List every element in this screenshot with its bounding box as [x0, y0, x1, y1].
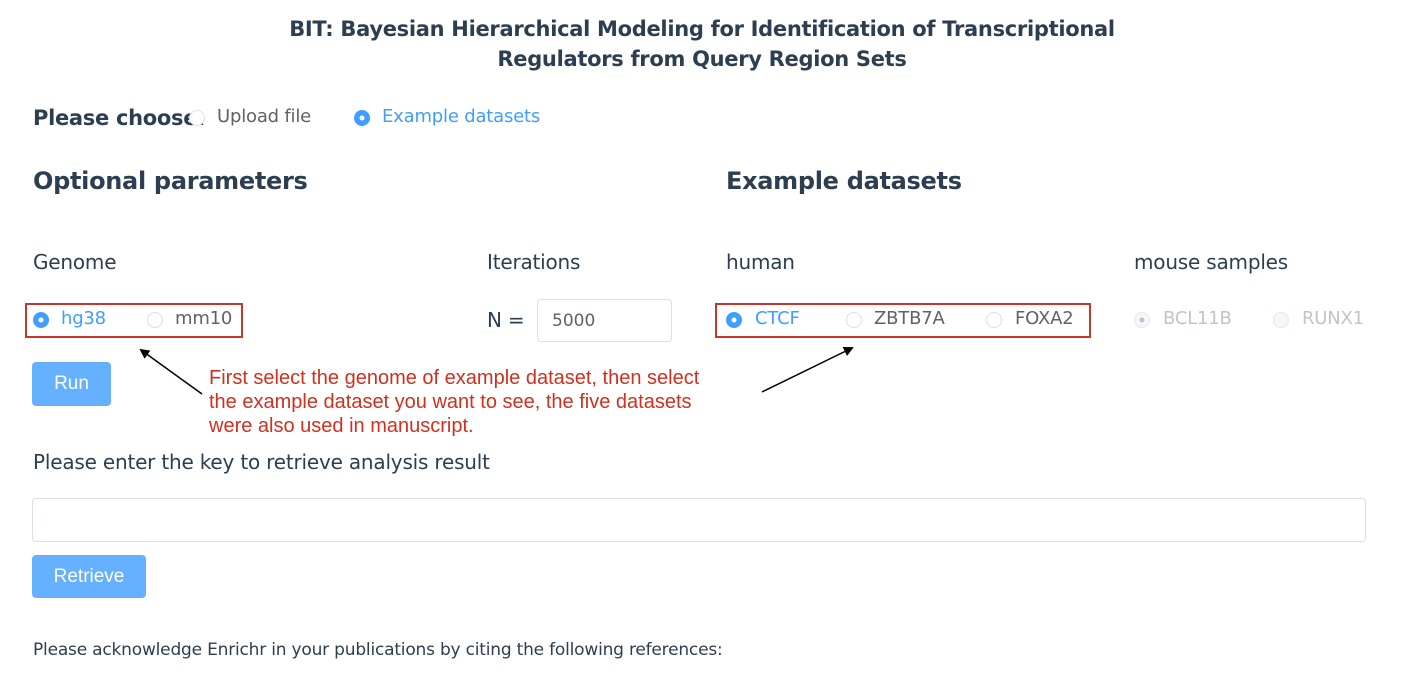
- example-datasets-heading: Example datasets: [726, 167, 962, 195]
- arrow-to-human-datasets: [761, 347, 854, 393]
- annotation-line-2: the example dataset you want to see, the…: [209, 391, 692, 413]
- iterations-label: Iterations: [487, 250, 581, 274]
- human-zbtb7a-label[interactable]: ZBTB7A: [874, 308, 945, 329]
- genome-label: Genome: [33, 250, 117, 274]
- genome-mm10-label[interactable]: mm10: [175, 308, 233, 329]
- page-title: BIT: Bayesian Hierarchical Modeling for …: [0, 14, 1404, 74]
- annotation-line-3: were also used in manuscript.: [209, 415, 474, 437]
- optional-parameters-heading: Optional parameters: [33, 167, 308, 195]
- choose-label: Please choose:: [33, 106, 206, 130]
- mouse-runx1-label[interactable]: RUNX1: [1302, 308, 1364, 329]
- retrieve-key-input[interactable]: [32, 498, 1366, 542]
- iterations-prefix: N =: [487, 308, 525, 332]
- mouse-runx1-radio[interactable]: [1273, 312, 1289, 328]
- genome-hg38-label[interactable]: hg38: [61, 308, 106, 329]
- acknowledge-text: Please acknowledge Enrichr in your publi…: [33, 640, 723, 660]
- genome-highlight-box: [25, 303, 243, 338]
- genome-hg38-radio[interactable]: [33, 312, 49, 328]
- page-title-line-2: Regulators from Query Region Sets: [497, 47, 907, 71]
- mouse-bcl11b-radio[interactable]: [1134, 312, 1150, 328]
- iterations-input[interactable]: [537, 299, 672, 342]
- human-zbtb7a-radio[interactable]: [846, 312, 862, 328]
- human-foxa2-radio[interactable]: [986, 312, 1002, 328]
- human-label: human: [726, 250, 795, 274]
- mouse-bcl11b-label[interactable]: BCL11B: [1163, 308, 1232, 329]
- retrieve-key-label: Please enter the key to retrieve analysi…: [33, 450, 490, 474]
- genome-mm10-radio[interactable]: [147, 312, 163, 328]
- annotation-note: First select the genome of example datas…: [209, 366, 769, 438]
- example-datasets-radio[interactable]: [354, 110, 370, 126]
- arrow-to-genome: [139, 348, 203, 395]
- mouse-samples-label: mouse samples: [1134, 250, 1289, 274]
- run-button[interactable]: Run: [32, 362, 111, 406]
- upload-file-label[interactable]: Upload file: [217, 106, 312, 127]
- annotation-line-1: First select the genome of example datas…: [209, 367, 700, 389]
- human-ctcf-label[interactable]: CTCF: [755, 308, 800, 329]
- human-ctcf-radio[interactable]: [726, 312, 742, 328]
- page-title-line-1: BIT: Bayesian Hierarchical Modeling for …: [289, 17, 1115, 41]
- example-datasets-label[interactable]: Example datasets: [382, 106, 541, 127]
- human-datasets-highlight-box: [715, 303, 1091, 338]
- upload-file-radio[interactable]: [189, 110, 205, 126]
- human-foxa2-label[interactable]: FOXA2: [1015, 308, 1074, 329]
- retrieve-button[interactable]: Retrieve: [32, 555, 146, 598]
